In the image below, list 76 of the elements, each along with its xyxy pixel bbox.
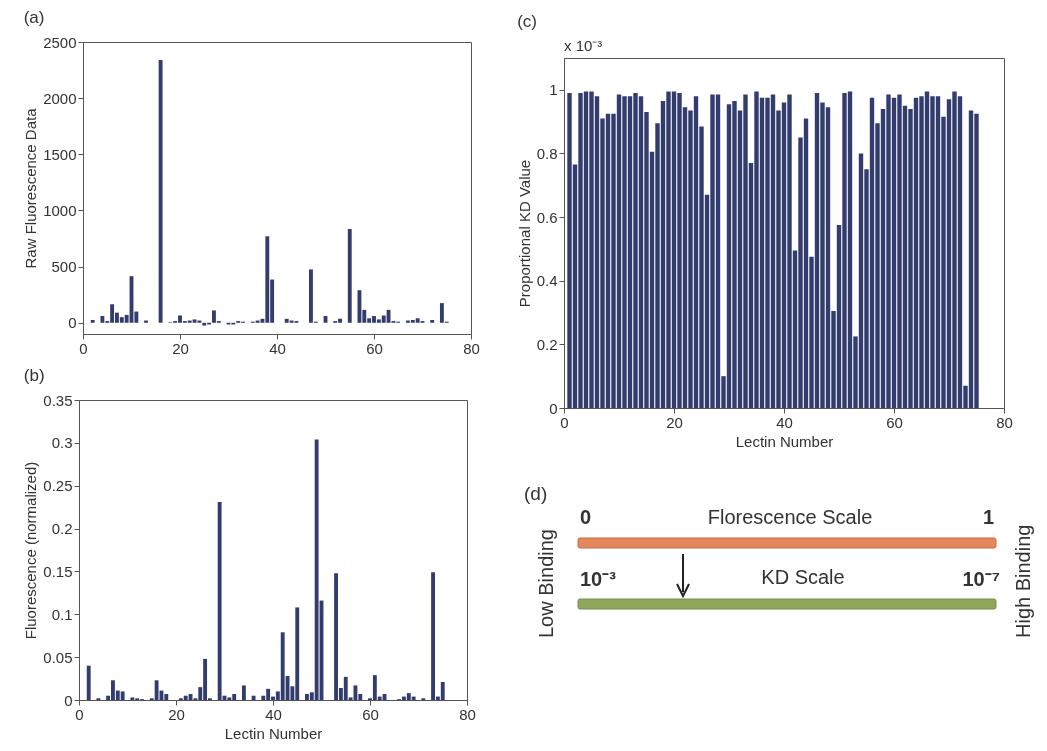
bar [100,316,105,323]
bar [314,439,319,700]
x-tick-label: 0 [79,339,88,357]
y-tick-label: 0.15 [43,562,73,580]
chart-title: (c) [517,12,537,31]
x-tick-label: 80 [459,705,476,723]
text: KD Scale [761,566,845,588]
text: x 10⁻³ [564,37,603,54]
bar [154,680,159,700]
x-tick-label: 0 [560,413,569,431]
text: Florescence Scale [707,506,873,528]
x-tick-label: 20 [172,339,189,357]
x-tick-label: 60 [366,339,383,357]
x-tick-label: 40 [265,705,282,723]
y-tick-label: 2000 [43,89,77,107]
y-tick-label: 0 [68,314,77,332]
y-tick-label: 500 [51,258,77,276]
bar [265,236,270,323]
bar [120,691,125,700]
y-tick-label: 0 [549,399,558,417]
y-tick-label: 0.2 [51,520,73,538]
chart-title: (a) [23,8,45,27]
bar [241,685,246,700]
y-tick-label: 0.2 [536,335,558,353]
y-tick-label: 0.25 [43,477,73,495]
text: High Binding [1012,524,1034,638]
y-tick-label: 0.05 [43,648,73,666]
y-axis-title: Fluorescence (normalized) [22,461,40,640]
bar [202,322,207,326]
bar [284,318,289,323]
text: 1 [982,506,994,528]
x-tick-label: 40 [776,413,793,431]
text: (d) [524,483,548,504]
bar [90,319,95,323]
y-tick-label: 0 [64,691,73,709]
bar [164,694,169,700]
bar [86,665,91,700]
x-tick-label: 80 [463,339,480,357]
bar [130,697,135,700]
bar [251,695,256,700]
bar [347,228,352,323]
x-tick-label: 60 [886,413,903,431]
x-axis-title: Lectin Number [735,432,834,450]
y-tick-label: 2500 [43,33,77,51]
y-axis-title: Proportional KD Value [515,159,533,308]
bar [411,696,416,700]
bar [227,697,232,700]
y-tick-label: 0.6 [536,208,558,226]
x-tick-label: 20 [168,705,185,723]
bar [280,632,285,700]
y-tick-label: 1000 [43,201,77,219]
y-tick-label: 0.8 [536,144,558,162]
y-tick-label: 1500 [43,145,77,163]
y-tick-label: 1 [549,81,558,99]
chart-title: (b) [23,366,45,385]
y-tick-label: 0.4 [536,272,558,290]
x-tick-label: 80 [996,413,1013,431]
bar [430,319,435,323]
y-tick-label: 0.3 [51,434,73,452]
x-tick-label: 20 [666,413,683,431]
text: 10⁻³ [580,568,617,590]
bar [158,59,163,323]
y-tick-label: 0.1 [51,605,73,623]
bar [183,695,188,700]
y-tick-label: 0.35 [43,391,73,409]
bar [415,318,420,323]
text: Low Binding [535,529,557,638]
x-tick-label: 60 [362,705,379,723]
text: 0 [580,506,592,528]
bar [192,319,197,323]
x-axis-title: Lectin Number [224,724,323,742]
text: 10⁻⁷ [962,568,1000,590]
bar [217,502,222,700]
x-tick-label: 40 [269,339,286,357]
y-axis-title: Raw Fluorescence Data [22,107,40,269]
bar [440,682,445,700]
